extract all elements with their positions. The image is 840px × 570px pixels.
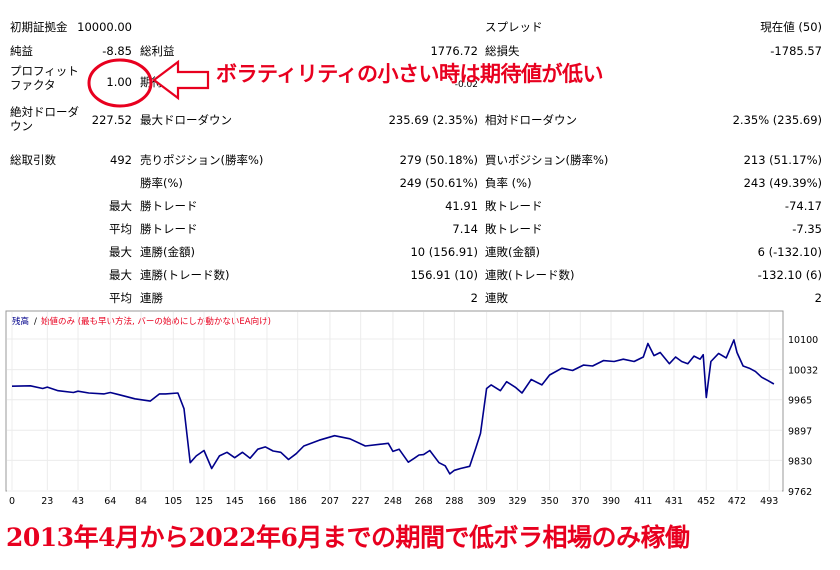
profit-factor-value: 1.00 [106, 75, 132, 89]
x-tick-label: 452 [697, 496, 715, 507]
max-consec-wins-money-value: 10 (156.91) [410, 245, 478, 259]
max-word-1: 最大 [109, 199, 132, 213]
max-consec-loss-label: 連敗(トレード数) [485, 268, 575, 282]
long-positions-label: 買いポジション(勝率%) [485, 153, 609, 167]
abs-drawdown-label: 絶対ドローダウン [10, 105, 79, 133]
gross-loss-label: 総損失 [485, 44, 520, 58]
chart-grid [7, 312, 782, 492]
gross-loss-value: -1785.57 [770, 44, 822, 58]
chart-header-separator: / [34, 317, 37, 327]
x-tick-label: 84 [135, 496, 147, 507]
chart-balance-label: 残高 [12, 316, 29, 327]
profit-factor-label: プロフィット ファクタ [10, 64, 79, 92]
max-consec-losses-money-label: 連敗(金額) [485, 245, 540, 259]
total-trades-value: 492 [110, 153, 132, 167]
win-rate-label: 勝率(%) [140, 176, 183, 190]
avg-consec-losses-label: 連敗 [485, 291, 508, 305]
rel-drawdown-label: 相対ドローダウン [485, 113, 577, 127]
balance-series-line [11, 339, 775, 475]
x-tick-label: 309 [478, 496, 496, 507]
annotation-text: ボラティリティの小さい時は期待値が低い [216, 62, 603, 86]
gross-profit-value: 1776.72 [430, 44, 478, 58]
max-consec-profit-label: 連勝(トレード数) [140, 268, 230, 282]
x-tick-label: 23 [41, 496, 53, 507]
x-tick-label: 390 [602, 496, 620, 507]
x-tick-label: 370 [571, 496, 589, 507]
x-tick-label: 125 [195, 496, 213, 507]
y-tick-label: 9762 [788, 487, 812, 498]
annotation-overlay [87, 58, 210, 108]
y-tick-label: 10032 [788, 366, 818, 377]
avg-win-value: 7.14 [452, 222, 478, 236]
avg-win-label: 勝トレード [140, 222, 198, 236]
avg-consec-losses-value: 2 [814, 291, 822, 305]
annotation-circle [87, 58, 153, 108]
x-tick-label: 472 [728, 496, 746, 507]
x-tick-label: 248 [384, 496, 402, 507]
period-caption: 2013年4月から2022年6月までの期間で低ボラ相場のみ稼働 [6, 523, 690, 552]
x-tick-label: 493 [760, 496, 778, 507]
max-drawdown-label: 最大ドローダウン [140, 113, 232, 127]
x-tick-label: 227 [352, 496, 370, 507]
largest-win-value: 41.91 [445, 199, 478, 213]
loss-rate-label: 負率 (%) [485, 176, 532, 190]
balance-chart: 残高 / 始値のみ (最も早い方法, バーの始めにしか動かないEA向け) 101… [5, 310, 818, 507]
x-tick-label: 64 [104, 496, 116, 507]
x-tick-label: 145 [226, 496, 244, 507]
x-tick-label: 207 [321, 496, 339, 507]
max-consec-losses-money-value: 6 (-132.10) [757, 245, 822, 259]
y-tick-label: 9897 [788, 426, 812, 437]
loss-rate-value: 243 (49.39%) [743, 176, 822, 190]
x-tick-label: 186 [289, 496, 307, 507]
spread-label: スプレッド [485, 20, 543, 34]
spread-value: 現在値 (50) [760, 20, 822, 34]
short-positions-label: 売りポジション(勝率%) [140, 153, 264, 167]
long-positions-value: 213 (51.17%) [743, 153, 822, 167]
x-tick-label: 431 [665, 496, 683, 507]
expected-payoff-value: -0.02 [454, 80, 478, 90]
max-word-2: 最大 [109, 245, 132, 259]
y-tick-label: 10100 [788, 335, 818, 346]
x-tick-label: 105 [164, 496, 182, 507]
x-tick-label: 288 [445, 496, 463, 507]
max-word-3: 最大 [109, 268, 132, 282]
y-tick-label: 9830 [788, 456, 812, 467]
max-drawdown-value: 235.69 (2.35%) [388, 113, 478, 127]
largest-win-label: 勝トレード [140, 199, 198, 213]
avg-word-2: 平均 [109, 291, 132, 305]
win-rate-value: 249 (50.61%) [399, 176, 478, 190]
x-tick-label: 411 [634, 496, 652, 507]
short-positions-value: 279 (50.18%) [399, 153, 478, 167]
avg-loss-label: 敗トレード [485, 222, 543, 236]
x-tick-label: 166 [258, 496, 276, 507]
total-trades-label: 総取引数 [10, 153, 56, 167]
annotation-arrow [152, 59, 210, 101]
avg-loss-value: -7.35 [792, 222, 822, 236]
y-tick-label: 9965 [788, 396, 812, 407]
y-axis-ticks: 10100 10032 9965 9897 9830 9762 [788, 335, 818, 498]
chart-header-note: 始値のみ (最も早い方法, バーの始めにしか動かないEA向け) [41, 316, 271, 327]
largest-loss-value: -74.17 [784, 199, 822, 213]
largest-loss-label: 敗トレード [485, 199, 543, 213]
gross-profit-label: 総利益 [140, 44, 175, 58]
x-tick-label: 329 [508, 496, 526, 507]
avg-word-1: 平均 [109, 222, 132, 236]
max-consec-loss-value: -132.10 (6) [757, 268, 822, 282]
avg-consec-wins-value: 2 [470, 291, 478, 305]
max-consec-profit-value: 156.91 (10) [410, 268, 478, 282]
net-profit-label: 純益 [10, 44, 33, 58]
initial-deposit-value: 10000.00 [77, 20, 132, 34]
initial-deposit-label: 初期証拠金 [10, 20, 68, 34]
x-tick-label: 0 [9, 496, 15, 507]
rel-drawdown-value: 2.35% (235.69) [732, 113, 822, 127]
max-consec-wins-money-label: 連勝(金額) [140, 245, 195, 259]
x-axis-ticks: 0 23 43 64 84 105 125 145 166 186 207 227 248 268 288 3… [9, 496, 778, 507]
x-tick-label: 268 [415, 496, 433, 507]
chart-frame [5, 310, 784, 492]
net-profit-value: -8.85 [102, 44, 132, 58]
abs-drawdown-value: 227.52 [91, 113, 132, 127]
avg-consec-wins-label: 連勝 [140, 291, 163, 305]
x-tick-label: 350 [541, 496, 559, 507]
x-tick-label: 43 [72, 496, 84, 507]
